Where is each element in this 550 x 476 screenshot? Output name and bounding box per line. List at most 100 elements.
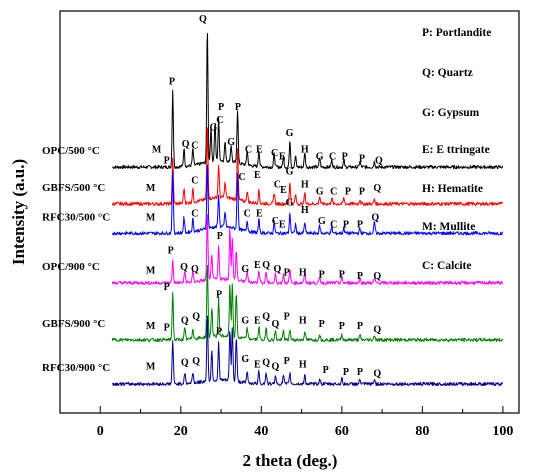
- peak-label-3-7: Q: [262, 260, 270, 271]
- peak-label-5-4: P: [216, 326, 222, 337]
- peak-label-2-5: E: [279, 220, 286, 231]
- peak-label-3-4: P: [217, 231, 223, 242]
- peak-label-2-11: P: [357, 220, 363, 231]
- peak-label-1-9: G: [316, 187, 324, 198]
- series-line-3: [111, 214, 504, 285]
- peak-label-4-10: H: [299, 315, 307, 326]
- x-tick-label-2: 40: [254, 424, 268, 439]
- peak-label-2-2: C: [244, 209, 251, 220]
- peak-label-0-2: Q: [182, 139, 190, 150]
- peak-label-1-8: H: [301, 179, 309, 190]
- x-tick-label-5: 100: [492, 424, 513, 439]
- peak-label-3-9: P: [284, 268, 290, 279]
- sample-label-2: RFC30/500 °C: [42, 211, 110, 223]
- sample-label-0: OPC/500 °C: [42, 145, 100, 157]
- peak-label-2-8: G: [318, 216, 326, 227]
- peak-label-2-12: Q: [371, 212, 379, 223]
- peak-label-1-6: E: [280, 185, 287, 196]
- legend-entry-calcite: C: Calcite: [422, 260, 472, 272]
- peak-label-1-0: M: [146, 183, 156, 194]
- peak-label-4-6: E: [254, 315, 261, 326]
- peak-label-4-8: Q: [272, 319, 280, 330]
- peak-label-1-5: C: [274, 179, 281, 190]
- peak-label-0-19: P: [359, 154, 365, 165]
- legend-entry-mullite: M: Mullite: [422, 221, 475, 233]
- peak-label-3-13: P: [357, 271, 363, 282]
- peak-label-0-4: Q: [199, 14, 207, 25]
- peak-label-0-8: G: [227, 137, 235, 148]
- peak-label-4-3: Q: [192, 312, 200, 323]
- peak-label-0-3: C: [191, 141, 198, 152]
- peak-label-0-11: E: [256, 144, 263, 155]
- peak-label-5-0: M: [146, 361, 156, 372]
- legend-entry-portlandite: P: Portlandite: [422, 27, 491, 39]
- peak-label-4-14: Q: [373, 325, 381, 336]
- peak-label-5-11: P: [323, 365, 329, 376]
- peak-label-1-12: P: [359, 187, 365, 198]
- peak-label-3-1: P: [168, 245, 174, 256]
- x-axis-title: 2 theta (deg.): [243, 451, 338, 470]
- series-line-4: [111, 264, 504, 342]
- series-line-2: [111, 164, 503, 236]
- legend-entry-ettringite: E: E ttringate: [422, 144, 490, 156]
- peak-label-3-10: H: [299, 268, 307, 279]
- peak-label-3-3: Q: [191, 264, 199, 275]
- peak-label-5-12: P: [343, 367, 349, 378]
- peak-label-0-16: G: [316, 152, 324, 163]
- peak-label-3-0: M: [146, 266, 156, 277]
- sample-label-3: OPC/900 °C: [42, 261, 100, 273]
- peak-label-1-7: G: [286, 166, 294, 177]
- series-layer: [111, 33, 504, 387]
- peak-label-4-13: P: [357, 321, 363, 332]
- peak-label-2-6: G: [286, 198, 294, 209]
- peak-label-0-6: C: [216, 115, 223, 126]
- peak-label-5-1: P: [164, 323, 170, 334]
- legend-entry-gypsum: G: Gypsum: [422, 107, 480, 119]
- peak-label-1-1: P: [164, 155, 170, 166]
- series-line-0: [112, 33, 504, 170]
- x-axis: 0 20 40 60 80 100: [97, 406, 513, 439]
- peak-label-4-1: P: [164, 282, 170, 293]
- x-tick-label-4: 80: [415, 424, 429, 439]
- sample-label-5: RFC30/900 °C: [42, 362, 110, 374]
- peak-label-1-13: Q: [373, 183, 381, 194]
- peak-label-1-10: C: [330, 187, 337, 198]
- peak-label-5-14: Q: [373, 369, 381, 380]
- peak-label-2-1: C: [191, 209, 198, 220]
- peak-label-5-6: E: [254, 359, 261, 370]
- peak-label-4-12: P: [339, 321, 345, 332]
- peak-label-4-9: P: [284, 312, 290, 323]
- peak-label-5-13: P: [357, 367, 363, 378]
- peak-label-0-0: M: [152, 144, 162, 155]
- sample-label-4: GBFS/900 °C: [42, 318, 105, 330]
- peak-label-1-2: C: [191, 176, 198, 187]
- peak-label-4-0: M: [146, 321, 156, 332]
- series-line-1: [111, 127, 504, 206]
- peak-label-0-14: G: [286, 128, 294, 139]
- peak-label-0-15: H: [301, 144, 309, 155]
- peak-label-2-4: C: [272, 216, 279, 227]
- peak-label-2-3: E: [256, 209, 263, 220]
- peak-label-0-18: P: [342, 152, 348, 163]
- peak-label-3-2: Q: [180, 262, 188, 273]
- peak-label-5-3: Q: [192, 356, 200, 367]
- peak-label-5-8: Q: [272, 361, 280, 372]
- peak-label-0-12: C: [271, 148, 278, 159]
- peak-label-5-9: P: [284, 356, 290, 367]
- peak-label-4-11: P: [319, 319, 325, 330]
- peak-label-0-1: P: [169, 76, 175, 87]
- peak-label-0-7: P: [218, 102, 224, 113]
- legend-entry-hematite: H: Hematite: [422, 183, 483, 195]
- peak-label-3-8: Q: [274, 264, 282, 275]
- peak-label-2-10: P: [343, 220, 349, 231]
- peak-label-3-12: P: [339, 269, 345, 280]
- peak-label-2-9: C: [330, 220, 337, 231]
- peak-label-4-2: Q: [181, 315, 189, 326]
- x-tick-label-3: 60: [335, 424, 349, 439]
- x-tick-label-0: 0: [97, 424, 104, 439]
- peak-label-3-14: Q: [373, 271, 381, 282]
- series-line-5: [111, 315, 504, 387]
- peak-label-2-7: H: [301, 205, 309, 216]
